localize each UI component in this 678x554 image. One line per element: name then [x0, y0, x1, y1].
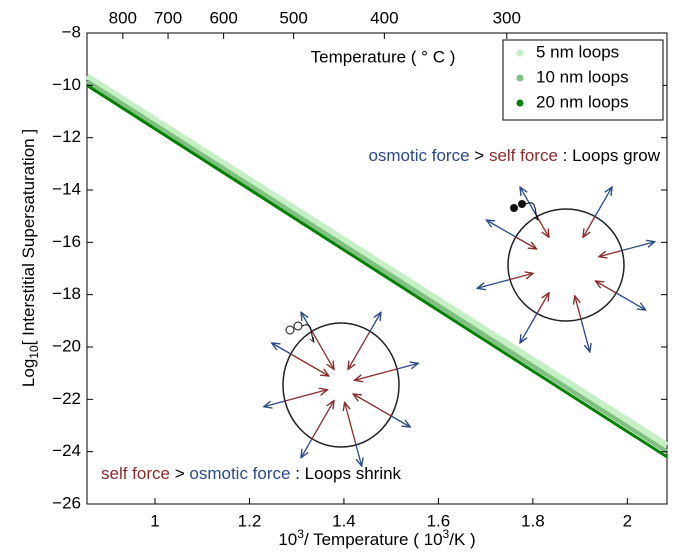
x-label-mid: / Temperature ( 10: [304, 530, 443, 549]
loop: [282, 322, 400, 448]
y-tick-label: −20: [52, 336, 81, 355]
x2-tick-label: 700: [154, 8, 182, 27]
legend-marker: [516, 99, 524, 107]
annotation-part: : Loops grow: [563, 146, 661, 165]
x-label-sup2: 3: [443, 527, 450, 541]
y-tick-label: −26: [52, 493, 81, 512]
vacancy: [293, 321, 303, 331]
arrow-out: [355, 444, 362, 466]
loop: [507, 208, 625, 322]
arrow-out: [396, 363, 418, 370]
arrow-out: [301, 438, 313, 458]
arrow-out: [272, 343, 292, 355]
series-line: [86, 84, 668, 459]
y-tick-label: −12: [52, 127, 81, 146]
arrow-out: [520, 313, 538, 342]
series-line: [85, 73, 669, 448]
arrow-in: [595, 281, 617, 294]
arrow-in: [355, 368, 398, 380]
plot-marks: [85, 73, 669, 459]
arrow-out: [594, 187, 612, 217]
y-tick-label: −24: [52, 441, 81, 460]
arrow-in: [311, 330, 334, 369]
legend-label: 20 nm loops: [536, 92, 629, 111]
y-tick-label: −16: [52, 232, 81, 251]
x-tick-label: 2: [623, 511, 632, 530]
x-tick-label: 1.2: [238, 511, 262, 530]
legend-label: 5 nm loops: [536, 42, 619, 61]
x-label-sup: 3: [297, 527, 304, 541]
annotation-part: self force: [101, 464, 170, 483]
x-tick-label: 1.8: [521, 511, 545, 530]
arrow-out: [580, 318, 590, 352]
arrow-in: [583, 216, 596, 238]
arrow-in: [515, 236, 537, 249]
x2-tick-label: 600: [209, 8, 237, 27]
annotation-part: osmotic force: [189, 464, 290, 483]
loop-diagrams: [264, 187, 655, 466]
arrow-out: [621, 242, 655, 252]
y-tick-label: −10: [52, 75, 81, 94]
y-tick-label: −8: [62, 22, 81, 41]
legend-marker: [516, 49, 524, 57]
y-tick-label: −18: [52, 284, 81, 303]
atom: [518, 200, 526, 208]
arrow-in: [353, 394, 392, 417]
arrow-in: [599, 249, 623, 257]
x2-tick-label: 400: [370, 8, 398, 27]
arrow-in: [536, 293, 549, 314]
annotation-shrink: self force > osmotic force : Loops shrin…: [101, 464, 402, 483]
annotation-part: >: [474, 146, 484, 165]
arrow-in: [311, 401, 334, 440]
annotation-part: : Loops shrink: [295, 464, 401, 483]
legend-marker: [516, 74, 524, 82]
vacancy: [285, 325, 295, 335]
arrow-in: [348, 330, 371, 369]
arrow-out: [615, 292, 645, 310]
legend-box: [502, 39, 664, 121]
y-label-sub: 10: [27, 345, 41, 359]
x-tick-label: 1.4: [332, 511, 356, 530]
arrow-out: [486, 220, 517, 238]
annotation-part: self force: [489, 146, 558, 165]
arrow-out: [369, 312, 381, 332]
arrow-in: [290, 353, 329, 376]
x2-tick-label: 300: [493, 8, 521, 27]
y-label-base: Log: [19, 359, 38, 387]
arrow-out: [390, 415, 410, 427]
legend: 5 nm loops 10 nm loops 20 nm loops: [502, 39, 664, 121]
annotation-part: osmotic force: [368, 146, 469, 165]
y-label-text: [ Interstitial Supersaturation ]: [19, 129, 38, 345]
x-tick-label: 1: [150, 511, 159, 530]
x2-tick-label: 500: [279, 8, 307, 27]
y-axis-label: Log10[ Interstitial Supersaturation ]: [19, 129, 41, 387]
x-label-end: /K ): [449, 530, 475, 549]
arrow-out: [264, 400, 286, 407]
legend-label: 10 nm loops: [536, 67, 629, 86]
x2-tick-label: 800: [109, 8, 137, 27]
x2-axis-label: Temperature ( ° C ): [311, 47, 456, 66]
x-tick-label: 1.6: [427, 511, 451, 530]
arrow-in: [345, 402, 357, 446]
y-tick-label: −14: [52, 179, 81, 198]
arrow-in: [284, 390, 328, 402]
arrow-out: [477, 278, 511, 288]
vacancy-arrow: [301, 324, 314, 342]
atom-arrow: [525, 202, 538, 220]
x-label-base: 10: [278, 530, 297, 549]
x-axis-label: 103/ Temperature ( 103/K ): [278, 527, 475, 549]
atom: [510, 204, 518, 212]
arrow-in: [575, 296, 582, 320]
arrow-in: [509, 273, 533, 281]
arrow-in: [536, 216, 549, 238]
arrow-out: [520, 187, 538, 217]
series-line: [85, 79, 669, 454]
plot-frame: [86, 32, 668, 505]
annotation-part: >: [175, 464, 185, 483]
annotation-grow: osmotic force > self force : Loops grow: [368, 146, 660, 165]
y-tick-label: −22: [52, 389, 81, 408]
